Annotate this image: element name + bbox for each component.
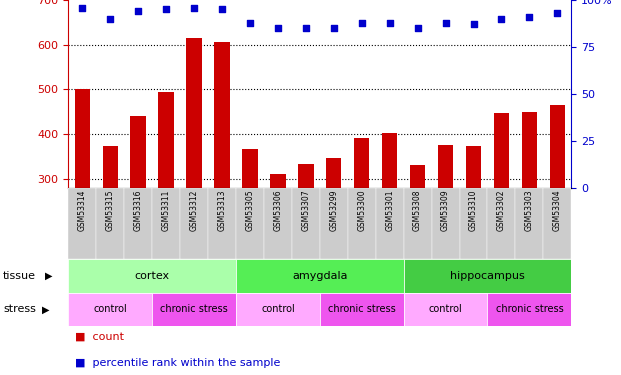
Bar: [270, 174, 286, 312]
Bar: [326, 158, 342, 312]
Point: [524, 14, 534, 20]
Bar: [404, 259, 571, 292]
Bar: [130, 116, 146, 312]
Bar: [242, 148, 258, 312]
Text: chronic stress: chronic stress: [328, 304, 396, 314]
Point: [105, 16, 116, 22]
Bar: [404, 292, 487, 326]
Text: GSM53315: GSM53315: [106, 190, 115, 231]
Text: GSM53316: GSM53316: [134, 190, 143, 231]
Text: amygdala: amygdala: [292, 271, 348, 280]
Bar: [348, 188, 376, 259]
Bar: [466, 146, 481, 312]
Text: chronic stress: chronic stress: [160, 304, 228, 314]
Bar: [208, 188, 236, 259]
Bar: [487, 292, 571, 326]
Point: [469, 21, 479, 27]
Point: [301, 25, 310, 31]
Text: GSM53313: GSM53313: [217, 190, 227, 231]
Bar: [487, 188, 515, 259]
Point: [385, 20, 395, 26]
Point: [245, 20, 255, 26]
Text: hippocampus: hippocampus: [450, 271, 525, 280]
Bar: [404, 188, 432, 259]
Bar: [376, 188, 404, 259]
Bar: [432, 188, 460, 259]
Bar: [180, 188, 208, 259]
Text: GSM53314: GSM53314: [78, 190, 87, 231]
Bar: [494, 112, 509, 312]
Point: [441, 20, 451, 26]
Bar: [102, 146, 118, 312]
Text: ▶: ▶: [42, 304, 50, 314]
Bar: [68, 292, 152, 326]
Bar: [550, 105, 565, 312]
Text: GSM53311: GSM53311: [161, 190, 171, 231]
Point: [217, 6, 227, 12]
Text: control: control: [261, 304, 295, 314]
Text: GSM53299: GSM53299: [329, 190, 338, 231]
Text: GSM53303: GSM53303: [525, 190, 534, 231]
Point: [134, 8, 143, 14]
Text: GSM53301: GSM53301: [385, 190, 394, 231]
Bar: [522, 112, 537, 312]
Bar: [320, 188, 348, 259]
Point: [273, 25, 283, 31]
Text: ■  percentile rank within the sample: ■ percentile rank within the sample: [75, 357, 280, 368]
Text: GSM53302: GSM53302: [497, 190, 506, 231]
Text: GSM53306: GSM53306: [273, 190, 283, 231]
Text: GSM53304: GSM53304: [553, 190, 562, 231]
Text: GSM53305: GSM53305: [245, 190, 255, 231]
Bar: [214, 42, 230, 312]
Text: control: control: [428, 304, 463, 314]
Text: GSM53308: GSM53308: [413, 190, 422, 231]
Point: [553, 10, 563, 16]
Point: [413, 25, 423, 31]
Bar: [236, 292, 320, 326]
Text: chronic stress: chronic stress: [496, 304, 563, 314]
Text: ▶: ▶: [45, 271, 53, 280]
Text: stress: stress: [3, 304, 36, 314]
Text: GSM53309: GSM53309: [441, 190, 450, 231]
Text: control: control: [93, 304, 127, 314]
Bar: [152, 292, 236, 326]
Bar: [158, 92, 174, 312]
Point: [161, 6, 171, 12]
Bar: [298, 164, 314, 312]
Bar: [410, 165, 425, 312]
Text: cortex: cortex: [135, 271, 170, 280]
Bar: [460, 188, 487, 259]
Bar: [264, 188, 292, 259]
Bar: [438, 145, 453, 312]
Bar: [320, 292, 404, 326]
Bar: [68, 259, 236, 292]
Text: ■  count: ■ count: [75, 331, 124, 341]
Bar: [75, 89, 90, 312]
Text: tissue: tissue: [3, 271, 36, 280]
Text: GSM53300: GSM53300: [357, 190, 366, 231]
Bar: [96, 188, 124, 259]
Bar: [236, 259, 404, 292]
Bar: [236, 188, 264, 259]
Bar: [152, 188, 180, 259]
Point: [497, 16, 507, 22]
Bar: [354, 138, 369, 312]
Bar: [186, 38, 202, 312]
Bar: [292, 188, 320, 259]
Bar: [68, 188, 96, 259]
Point: [189, 4, 199, 10]
Text: GSM53307: GSM53307: [301, 190, 310, 231]
Bar: [515, 188, 543, 259]
Bar: [543, 188, 571, 259]
Point: [329, 25, 339, 31]
Bar: [124, 188, 152, 259]
Text: GSM53310: GSM53310: [469, 190, 478, 231]
Text: GSM53312: GSM53312: [189, 190, 199, 231]
Point: [356, 20, 366, 26]
Point: [77, 4, 87, 10]
Bar: [382, 133, 397, 312]
